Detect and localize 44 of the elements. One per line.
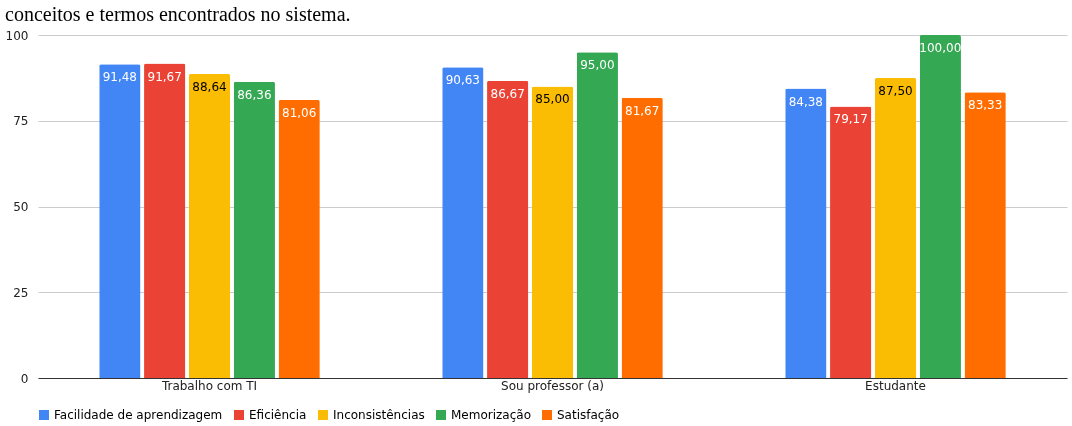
bar bbox=[874, 77, 917, 378]
bar bbox=[830, 106, 872, 378]
data-label: 81,06 bbox=[281, 105, 317, 120]
bar bbox=[576, 52, 618, 378]
y-tick-label: 25 bbox=[13, 285, 29, 300]
bar bbox=[621, 97, 663, 378]
legend-label: Facilidade de aprendizagem bbox=[54, 408, 223, 422]
bar bbox=[99, 64, 141, 378]
data-label: 85,00 bbox=[535, 92, 570, 107]
bar bbox=[964, 92, 1006, 378]
bar bbox=[919, 35, 961, 378]
data-label: 83,33 bbox=[967, 98, 1003, 113]
bar bbox=[188, 73, 231, 378]
data-label: 95,00 bbox=[580, 58, 615, 73]
bar bbox=[442, 67, 484, 378]
bar bbox=[487, 80, 529, 378]
legend-label: Eficiência bbox=[249, 408, 307, 422]
y-tick-label: 100 bbox=[5, 28, 29, 43]
data-label: 81,67 bbox=[624, 103, 660, 118]
data-label: 100,00 bbox=[919, 41, 962, 55]
x-tick-label: Sou professor (a) bbox=[501, 378, 604, 393]
bar bbox=[233, 81, 275, 378]
data-label: 86,36 bbox=[237, 87, 272, 102]
x-tick-label: Estudante bbox=[865, 378, 926, 393]
y-tick-label: 0 bbox=[20, 371, 29, 386]
data-label: 86,67 bbox=[490, 86, 525, 101]
bar bbox=[531, 86, 574, 378]
legend-label: Memorização bbox=[451, 408, 531, 422]
chart-title: conceitos e termos encontrados no sistema. bbox=[5, 3, 351, 25]
data-label: 84,38 bbox=[788, 94, 824, 109]
x-tick-label: Trabalho com TI bbox=[160, 378, 258, 393]
bar bbox=[785, 88, 827, 378]
data-label: 91,67 bbox=[147, 69, 182, 84]
bar bbox=[278, 99, 320, 378]
legend-label: Satisfação bbox=[557, 408, 620, 422]
y-tick-label: 75 bbox=[13, 114, 29, 129]
data-label: 91,48 bbox=[102, 70, 138, 85]
data-label: 90,63 bbox=[445, 73, 481, 88]
data-label: 88,64 bbox=[192, 79, 227, 94]
y-tick-label: 50 bbox=[13, 200, 29, 214]
bar bbox=[144, 63, 186, 378]
legend-label: Inconsistências bbox=[333, 408, 425, 422]
data-label: 87,50 bbox=[878, 83, 913, 98]
data-label: 79,17 bbox=[833, 112, 868, 127]
